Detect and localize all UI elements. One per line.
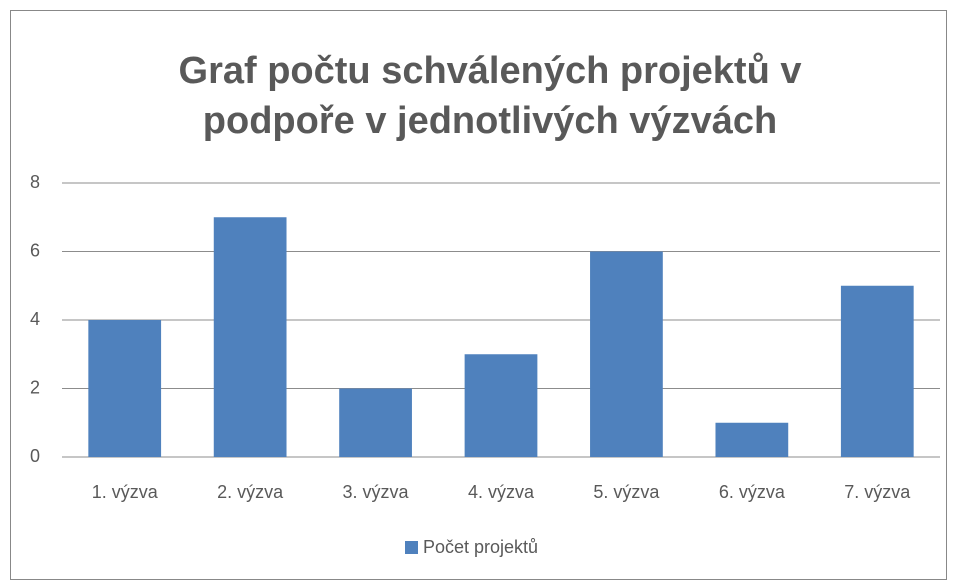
bar <box>213 217 287 457</box>
y-tick-label: 8 <box>30 172 40 192</box>
chart-title: Graf počtu schválených projektů v podpoř… <box>178 50 802 142</box>
y-tick-label: 0 <box>30 446 40 466</box>
x-tick-label: 7. výzva <box>844 482 911 502</box>
y-tick-label: 6 <box>30 240 40 260</box>
x-tick-label: 4. výzva <box>468 482 535 502</box>
bar <box>88 320 162 457</box>
legend-swatch <box>405 541 418 554</box>
x-tick-label: 5. výzva <box>593 482 660 502</box>
x-tick-label: 2. výzva <box>217 482 284 502</box>
bar <box>464 354 538 457</box>
y-tick-label: 2 <box>30 377 40 397</box>
x-tick-label: 3. výzva <box>343 482 410 502</box>
legend-label: Počet projektů <box>423 537 538 557</box>
y-tick-label: 4 <box>30 309 40 329</box>
bar <box>840 285 914 457</box>
bar <box>715 422 789 457</box>
x-tick-label: 1. výzva <box>92 482 159 502</box>
bar <box>339 388 412 457</box>
bar <box>590 251 663 457</box>
chart-border <box>10 10 947 580</box>
x-tick-label: 6. výzva <box>719 482 786 502</box>
